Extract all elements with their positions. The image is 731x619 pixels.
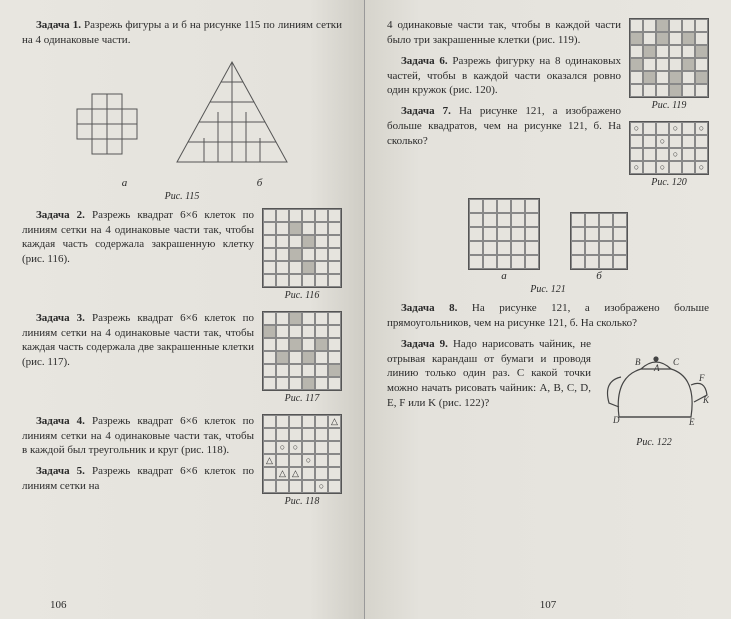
circle-icon: ○ [656,161,669,174]
task3-label: Задача 3. [36,312,85,324]
pagenum-right: 107 [365,599,731,611]
fig121-caption: Рис. 121 [387,284,709,295]
fig117-grid [262,311,342,391]
fig121-label-a: а [468,270,540,282]
circle-icon: ○ [630,161,643,174]
pt-E: E [688,417,695,427]
task9-label: Задача 9. [401,338,448,350]
fig115-label-a: а [122,177,128,189]
figure-120: ○○○ ○ ○ ○○○ Рис. 120 [629,121,709,194]
teapot-svg: A B C D E F K [599,337,709,432]
fig121a-grid [468,198,540,270]
circle-icon: ○ [315,480,328,493]
fig118-grid: △ ○○ △○ △△ ○ [262,414,342,494]
task2-label: Задача 2. [36,209,85,221]
figure-122: A B C D E F K Рис. 122 [599,337,709,454]
task7-label: Задача 7. [401,105,451,117]
pt-D: D [612,415,620,425]
circle-icon: ○ [289,441,302,454]
task1-label: Задача 1. [36,19,81,31]
circle-icon: ○ [695,122,708,135]
circle-icon: ○ [669,122,682,135]
fig119-grid [629,18,709,98]
triangle-icon: △ [289,467,302,480]
fig117-caption: Рис. 117 [262,393,342,404]
task3: Задача 3. Разрежь квадрат 6×6 клеток по … [22,311,254,370]
task8-label: Задача 8. [401,302,457,314]
page-left: Задача 1. Разрежь фигуры а и б на рисунк… [0,0,365,619]
circle-icon: ○ [302,454,315,467]
figure-115: а б Рис. 115 [22,54,342,202]
figure-117: Рис. 117 [262,311,342,410]
task1: Задача 1. Разрежь фигуры а и б на рисунк… [22,18,342,48]
fig118-caption: Рис. 118 [262,496,342,507]
task6-label: Задача 6. [401,55,448,67]
fig121b-grid [570,212,628,270]
task4-block: Задача 4. Разрежь квадрат 6×6 клеток по … [22,414,342,517]
fig115-label-b: б [257,177,263,189]
fig115-svg [67,54,297,174]
task4: Задача 4. Разрежь квадрат 6×6 клеток по … [22,414,254,459]
task8: Задача 8. На рисунке 121, а изображено б… [387,301,709,331]
triangle-icon: △ [328,415,341,428]
pt-F: F [698,373,705,383]
pt-K: K [702,395,709,405]
pt-C: C [673,357,680,367]
pt-A: A [653,363,660,373]
circle-icon: ○ [669,148,682,161]
circle-icon: ○ [630,122,643,135]
circle-icon: ○ [276,441,289,454]
task4-label: Задача 4. [36,415,85,427]
circle-icon: ○ [656,135,669,148]
figure-118: △ ○○ △○ △△ ○ Рис. 118 [262,414,342,513]
circle-icon: ○ [695,161,708,174]
fig119-caption: Рис. 119 [629,100,709,111]
fig122-caption: Рис. 122 [599,437,709,448]
task3-block: Задача 3. Разрежь квадрат 6×6 клеток по … [22,311,342,414]
figure-119: Рис. 119 [629,18,709,117]
fig121-label-b: б [570,270,628,282]
task5: Задача 5. Разрежь квадрат 6×6 клеток по … [22,464,254,494]
fig120-caption: Рис. 120 [629,177,709,188]
task2: Задача 2. Разрежь квадрат 6×6 клеток по … [22,208,254,267]
pagenum-left: 106 [50,599,67,611]
fig116-caption: Рис. 116 [262,290,342,301]
pt-B: B [635,357,641,367]
figure-116: Рис. 116 [262,208,342,307]
triangle-icon: △ [263,454,276,467]
triangle-icon: △ [276,467,289,480]
page-right: Рис. 119 4 одинаковые части так, чтобы в… [365,0,731,619]
fig120-grid: ○○○ ○ ○ ○○○ [629,121,709,175]
task2-block: Задача 2. Разрежь квадрат 6×6 клеток по … [22,208,342,311]
figure-121: а б Рис. 121 [387,198,709,295]
fig116-grid [262,208,342,288]
fig115-caption: Рис. 115 [22,191,342,202]
task5-label: Задача 5. [36,465,85,477]
